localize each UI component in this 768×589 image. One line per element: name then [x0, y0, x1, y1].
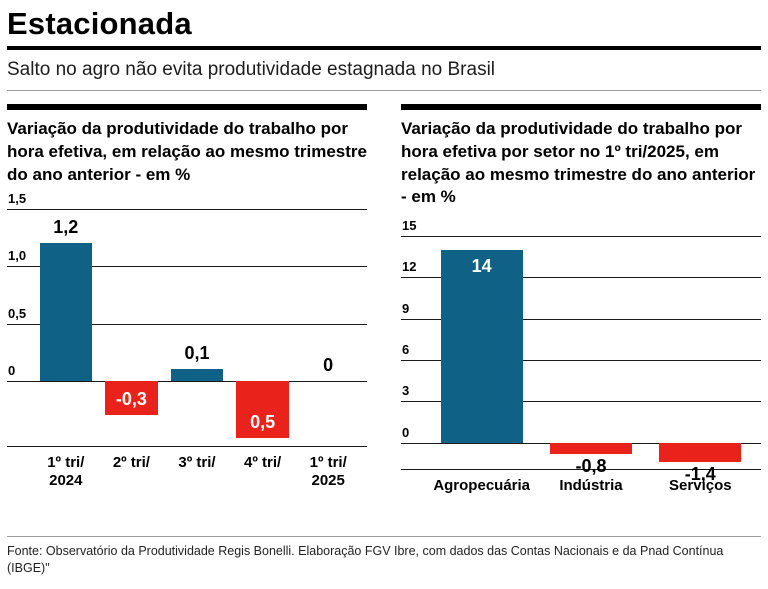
chart-bar — [105, 380, 158, 416]
header-divider — [7, 90, 761, 92]
x-axis-category-label: 2º tri/ — [112, 454, 150, 472]
chart-bar — [236, 380, 289, 439]
gridline — [401, 236, 761, 238]
title-divider — [7, 45, 761, 50]
gridline — [7, 380, 367, 382]
x-axis-category-label: Serviços — [669, 476, 732, 494]
chart-bar — [550, 442, 632, 454]
bar-value-label: 1,2 — [53, 217, 79, 238]
chart-bar — [659, 442, 742, 462]
y-axis-tick-label: 9 — [402, 300, 410, 316]
x-axis-category-label: 1º tri/ 2025 — [309, 454, 347, 490]
chart-top-bar — [7, 104, 367, 111]
bar-chart-plot: 0 0,5 1,0 1,5 1,2 -0,3 0,1 0,5 0 — [7, 192, 367, 448]
bar-value-label: 0 — [323, 354, 334, 375]
y-axis-tick-label: 6 — [402, 341, 410, 357]
x-axis-category-label: Agropecuária — [433, 476, 531, 494]
x-axis-labels: 1º tri/ 2024 2º tri/3º tri/4º tri/1º tri/… — [7, 447, 367, 501]
bar-value-label: 0,1 — [184, 343, 210, 364]
page-subtitle: Salto no agro não evita produtividade es… — [7, 58, 496, 80]
chart-bar — [440, 249, 523, 443]
x-axis-category-label: Indústria — [559, 476, 623, 494]
gridline — [7, 266, 367, 268]
gridline — [401, 359, 761, 361]
x-axis-category-label: 1º tri/ 2024 — [47, 454, 85, 490]
gridline — [7, 209, 367, 211]
gridline — [401, 401, 761, 403]
y-axis-tick-label: 0 — [8, 362, 16, 378]
footer-divider — [7, 535, 761, 537]
chart-bar — [39, 243, 93, 381]
y-axis-tick-label: 12 — [402, 259, 417, 275]
chart-sector-productivity: Variação da produtividade do trabalho po… — [401, 104, 761, 523]
gridline — [401, 277, 761, 279]
chart-title: Variação da produtividade do trabalho po… — [7, 119, 367, 184]
gridline — [401, 318, 761, 320]
y-axis-tick-label: 0,5 — [8, 305, 27, 321]
y-axis-tick-label: 3 — [402, 383, 410, 399]
chart-quarterly-productivity: Variação da produtividade do trabalho po… — [7, 104, 367, 523]
y-axis-tick-label: 0 — [402, 424, 410, 440]
chart-top-bar — [401, 104, 761, 111]
chart-title: Variação da produtividade do trabalho po… — [401, 119, 756, 207]
y-axis-tick-label: 15 — [402, 218, 417, 234]
gridline — [7, 323, 367, 325]
x-axis-category-label: 4º tri/ — [244, 454, 282, 472]
x-axis-category-label: 3º tri/ — [178, 454, 216, 472]
x-axis-labels: Agropecuária Indústria Serviços — [401, 470, 761, 524]
y-axis-tick-label: 1,0 — [8, 248, 27, 264]
source-text: Fonte: Observatório da Produtividade Reg… — [7, 543, 724, 575]
chart-bar — [170, 369, 224, 381]
bar-chart-plot: 0 3 6 9 12 15 14 -0,8 -1,4 — [401, 219, 761, 484]
footer: Fonte: Observatório da Produtividade Reg… — [7, 535, 761, 577]
charts-row: Variação da produtividade do trabalho po… — [7, 104, 761, 523]
y-axis-tick-label: 1,5 — [8, 191, 27, 207]
page-title: Estacionada — [7, 6, 192, 41]
